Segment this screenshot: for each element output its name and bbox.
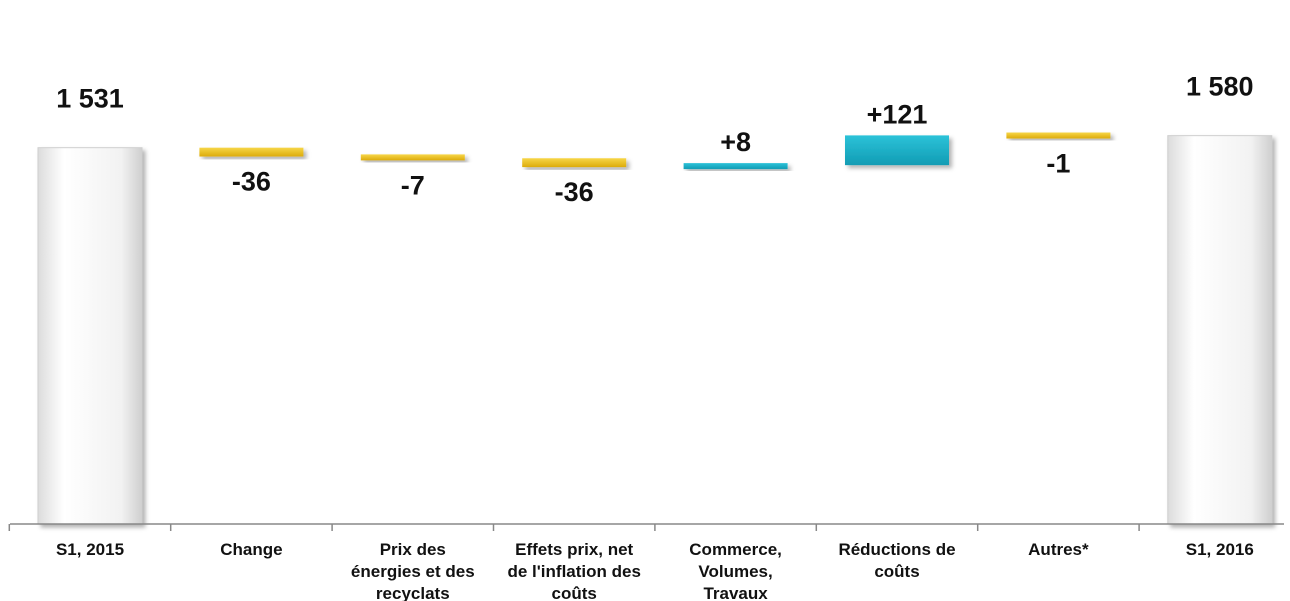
bar-prix-des-energies-et-des-recyclats	[360, 154, 465, 161]
bar-s1-2016	[1167, 135, 1273, 525]
category-label-s1-2015: S1, 2015	[56, 540, 124, 559]
category-label-s1-2016: S1, 2016	[1186, 540, 1254, 559]
category-label-effets-prix-net-de-l-inflation-des-couts: Effets prix, net de l'inflation des coûts	[507, 540, 640, 601]
category-label-commerce-volumes-travaux: Commerce, Volumes, Travaux	[689, 540, 782, 601]
data-label-autres: -1	[1046, 149, 1070, 179]
data-label-s1-2016: 1 580	[1186, 72, 1254, 102]
data-label-reductions-de-couts: +121	[867, 99, 928, 129]
data-label-prix-des-energies-et-des-recyclats: -7	[401, 170, 425, 200]
data-label-effets-prix-net-de-l-inflation-des-couts: -36	[555, 177, 594, 207]
bar-effets-prix-net-de-l-inflation-des-couts	[522, 158, 627, 168]
category-label-change: Change	[220, 540, 282, 559]
data-label-commerce-volumes-travaux: +8	[720, 127, 751, 157]
category-label-autres: Autres*	[1028, 540, 1089, 559]
bar-commerce-volumes-travaux	[683, 163, 788, 170]
data-label-s1-2015: 1 531	[56, 84, 124, 114]
bar-autres	[1006, 132, 1111, 139]
bar-reductions-de-couts	[845, 135, 949, 166]
bar-s1-2015	[37, 147, 143, 525]
data-label-change: -36	[232, 167, 271, 197]
bar-change	[199, 147, 304, 157]
category-label-reductions-de-couts: Réductions de coûts	[838, 540, 955, 581]
category-label-prix-des-energies-et-des-recyclats: Prix des énergies et des recyclats	[351, 540, 475, 601]
